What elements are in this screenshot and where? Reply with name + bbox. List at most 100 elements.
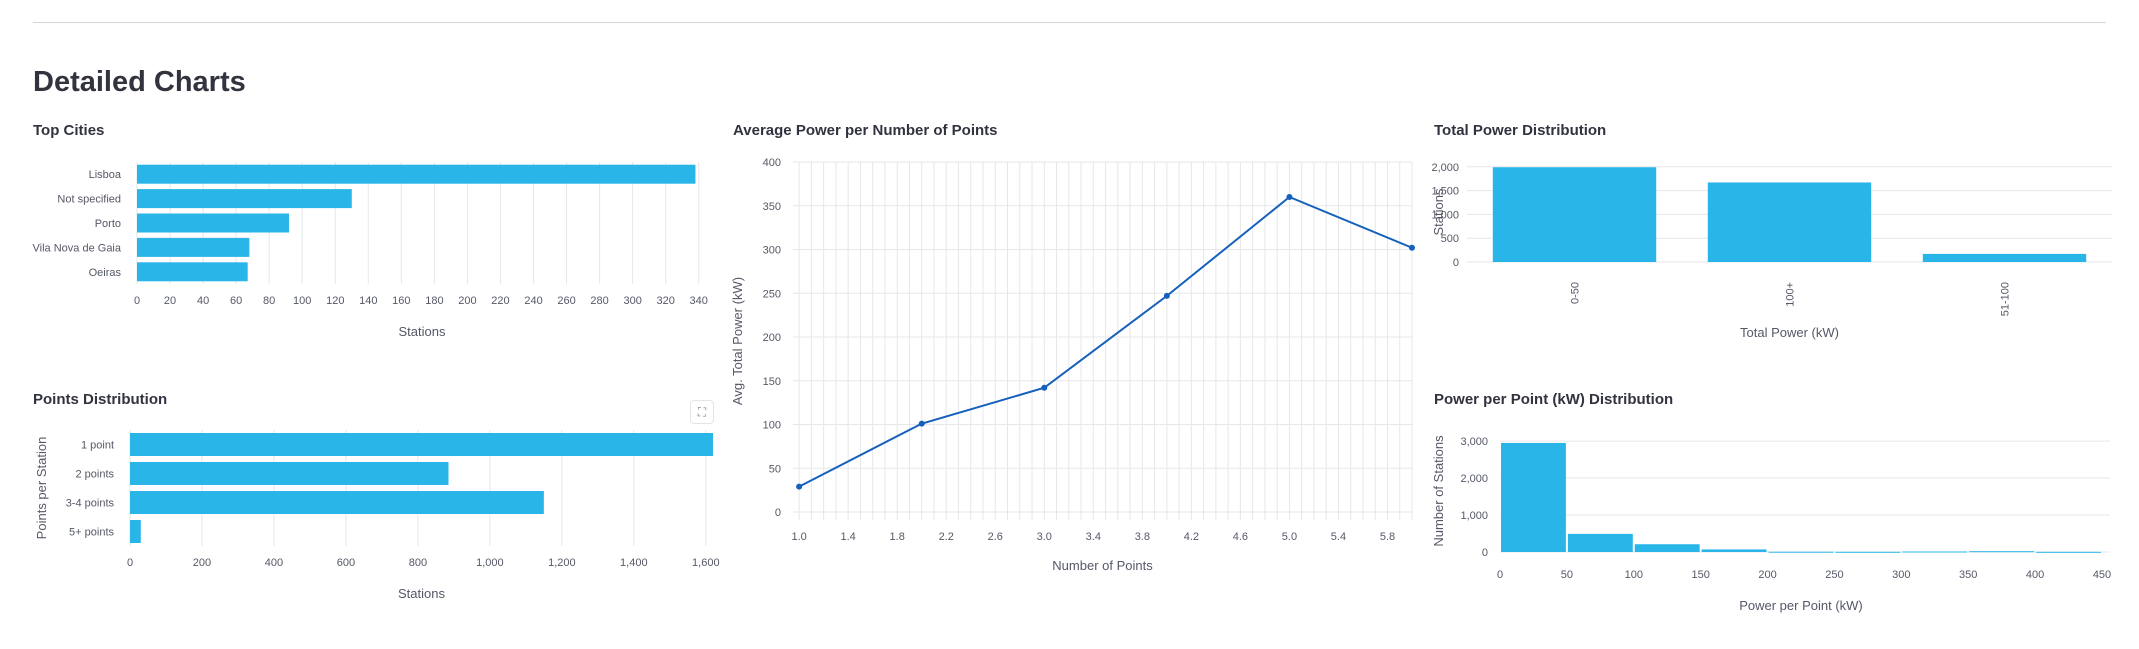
points-dist-y-axis-title: Points per Station [34,437,49,540]
power-per-point-bar [2036,551,2101,553]
points-dist-x-tick-label: 1,600 [692,557,720,569]
avg-power-y-axis-title: Avg. Total Power (kW) [730,277,745,405]
points-dist-category-label: 5+ points [69,527,114,539]
avg-power-line [798,195,1413,488]
points-dist-x-tick-label: 1,200 [548,557,576,569]
power-per-point-x-tick-label: 250 [1825,569,1843,581]
power-per-point-x-tick-label: 400 [2026,569,2044,581]
top-cities-bar [137,262,248,282]
top-cities-bar [137,164,696,184]
avg-power-point [1163,292,1170,299]
power-per-point-bar [1835,551,1901,553]
total-power-y-axis-title: Stations [1431,188,1446,235]
power-per-point-bar [1701,549,1767,552]
power-per-point-y-tick-label: 0 [1482,547,1488,559]
power-per-point-bar [1501,442,1566,552]
top-cities-x-tick-label: 220 [491,295,509,307]
top-cities-x-tick-label: 140 [359,295,377,307]
power-per-point-bar [1634,544,1700,552]
top-cities-x-tick-label: 0 [134,295,140,307]
top-cities-x-tick-label: 260 [557,295,575,307]
power-per-point-x-tick-label: 350 [1959,569,1977,581]
top-cities-x-tick-label: 20 [164,295,176,307]
total-power-x-axis-title: Total Power (kW) [1740,325,1839,340]
power-per-point-x-tick-label: 0 [1497,569,1503,581]
section-title: Detailed Charts [33,66,246,98]
avg-power-x-axis-title: Number of Points [1052,558,1153,573]
total-power-bar [1922,253,2087,262]
power-per-point-x-tick-label: 100 [1625,569,1643,581]
points-dist-x-tick-label: 800 [409,557,427,569]
avg-power-x-tick-label: 4.2 [1184,531,1199,543]
avg-power-x-tick-label: 1.4 [841,531,856,543]
points-dist-bar [130,520,141,543]
top-cities-bar [137,213,289,233]
avg-power-x-tick-label: 1.0 [791,531,806,543]
avg-power-point [796,483,803,490]
top-cities-x-tick-label: 40 [197,295,209,307]
total-power-bar [1707,182,1872,262]
power-per-point-bar [1768,551,1834,553]
total-power-bar [1492,167,1657,262]
points-dist-x-tick-label: 400 [265,557,283,569]
power-per-point-bar [1902,551,1968,553]
power-per-point-bar [1969,551,2035,553]
top-cities-x-tick-label: 160 [392,295,410,307]
power-per-point-x-tick-label: 300 [1892,569,1910,581]
power-per-point-x-axis-title: Power per Point (kW) [1739,598,1863,613]
chart-title-points-dist: Points Distribution [33,391,168,408]
power-per-point-y-tick-label: 2,000 [1460,473,1488,485]
total-power-y-tick-label: 0 [1453,257,1459,269]
points-dist-category-label: 1 point [81,440,114,452]
top-cities-category-label: Oeiras [89,267,122,279]
top-cities-x-tick-label: 80 [263,295,275,307]
points-dist-category-label: 3-4 points [66,498,115,510]
chart-title-top-cities: Top Cities [33,122,105,139]
fullscreen-icon[interactable]: ⛶ [690,400,714,424]
avg-power-x-tick-label: 1.8 [890,531,905,543]
avg-power-y-tick-label: 100 [763,420,781,432]
avg-power-y-tick-label: 50 [769,463,781,475]
power-per-point-y-tick-label: 3,000 [1460,436,1488,448]
points-dist-category-label: 2 points [75,469,114,481]
power-per-point-x-tick-label: 200 [1758,569,1776,581]
avg-power-point [1409,244,1415,251]
avg-power-x-tick-label: 4.6 [1233,531,1248,543]
top-cities-bar [137,189,352,209]
points-dist-bar [130,491,544,514]
top-cities-x-tick-label: 120 [326,295,344,307]
top-cities-x-axis-title: Stations [399,324,446,339]
chart-title-total-power: Total Power Distribution [1434,122,1607,139]
points-dist-bar [130,433,713,456]
top-cities-x-tick-label: 180 [425,295,443,307]
chart-title-power-per-point: Power per Point (kW) Distribution [1434,391,1674,408]
avg-power-y-tick-label: 200 [763,332,781,344]
avg-power-y-tick-label: 0 [775,507,781,519]
total-power-category-label: 51-100 [2000,282,2012,316]
points-dist-x-tick-label: 0 [127,557,133,569]
avg-power-x-tick-label: 2.6 [988,531,1003,543]
avg-power-y-tick-label: 300 [763,245,781,257]
total-power-y-tick-label: 500 [1441,233,1459,245]
avg-power-x-tick-label: 5.8 [1380,531,1395,543]
top-cities-category-label: Porto [95,218,121,230]
top-cities-x-tick-label: 340 [690,295,708,307]
avg-power-y-tick-label: 400 [763,157,781,169]
avg-power-x-tick-label: 3.4 [1086,531,1101,543]
avg-power-x-tick-label: 3.8 [1135,531,1150,543]
avg-power-x-tick-label: 5.0 [1282,531,1297,543]
power-per-point-bar [1567,533,1633,552]
top-cities-x-tick-label: 280 [590,295,608,307]
points-dist-x-tick-label: 1,400 [620,557,648,569]
total-power-category-label: 0-50 [1570,282,1582,304]
avg-power-y-tick-label: 350 [763,201,781,213]
avg-power-x-tick-label: 5.4 [1331,531,1346,543]
top-cities-category-label: Lisboa [89,169,122,181]
points-dist-x-tick-label: 600 [337,557,355,569]
power-per-point-x-tick-label: 50 [1561,569,1573,581]
avg-power-x-tick-label: 3.0 [1037,531,1052,543]
top-cities-x-tick-label: 300 [623,295,641,307]
top-cities-bar [137,237,250,257]
top-cities-x-tick-label: 60 [230,295,242,307]
